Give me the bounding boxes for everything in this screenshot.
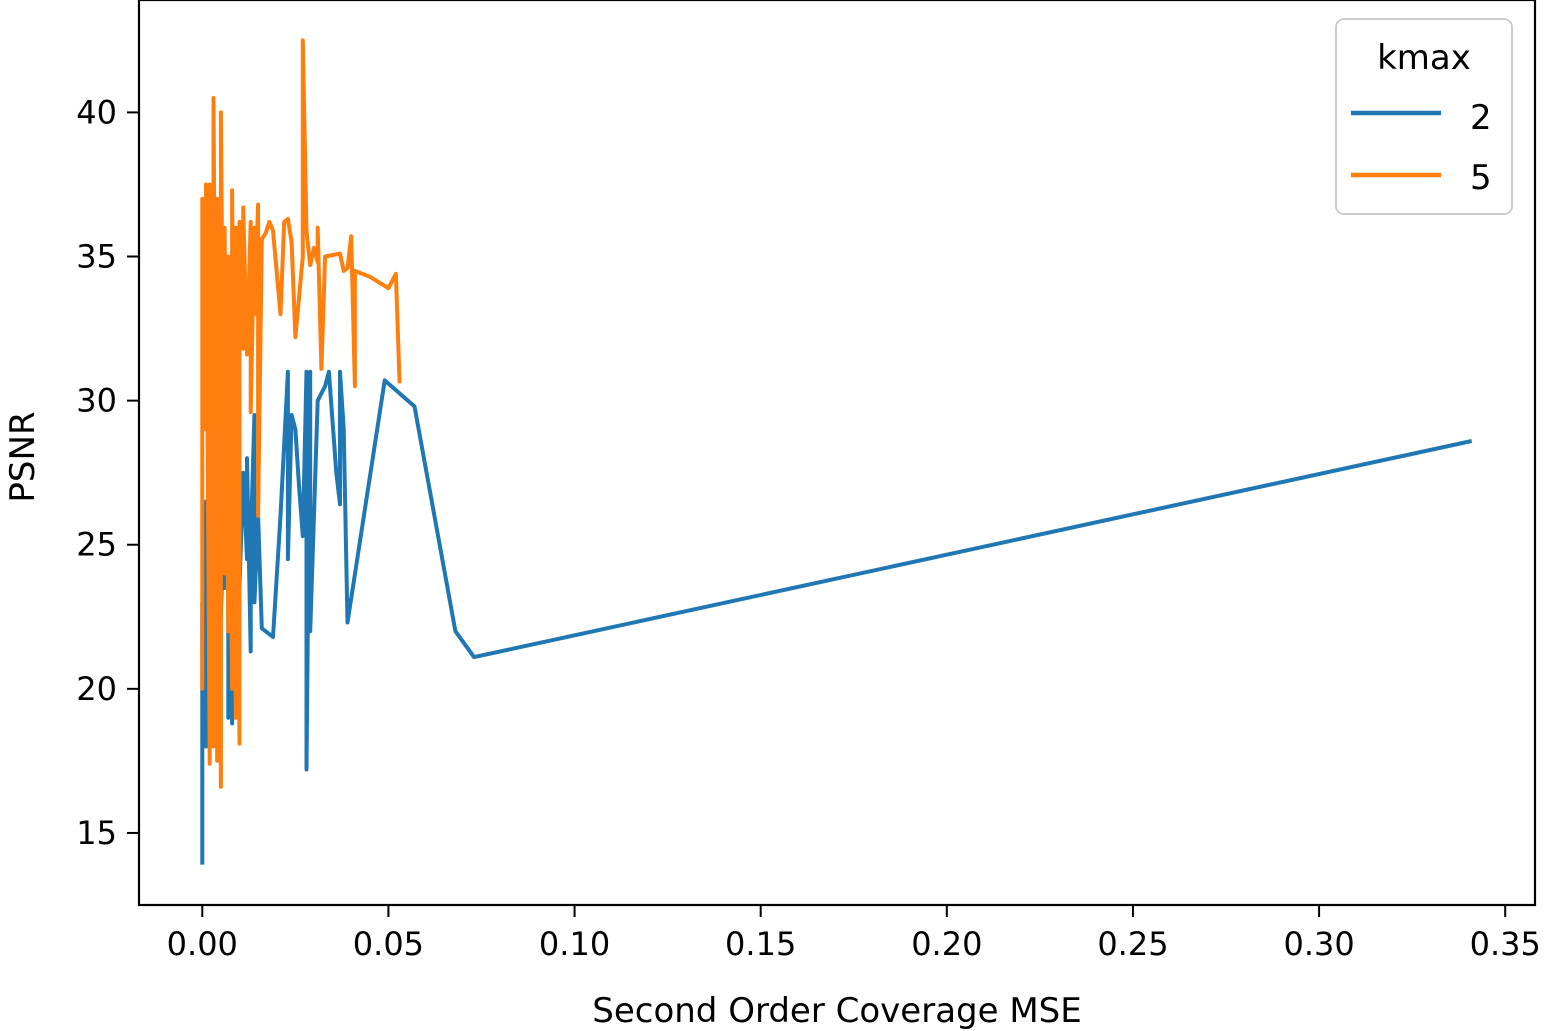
- x-tick-label: 0.30: [1283, 925, 1354, 963]
- legend-label-2: 2: [1470, 98, 1492, 138]
- legend-box: [1335, 18, 1513, 215]
- y-axis-ticks: 15 20 25 30 35 40: [76, 93, 139, 852]
- y-tick-label: 15: [76, 814, 117, 852]
- x-axis-title: Second Order Coverage MSE: [592, 991, 1081, 1031]
- x-tick-label: 0.20: [911, 925, 982, 963]
- series-line-kmax-5: [200, 38, 402, 789]
- series-layer: [200, 38, 1473, 865]
- legend-title: kmax: [1377, 38, 1471, 78]
- y-tick-label: 30: [76, 382, 117, 420]
- y-tick-label: 40: [76, 93, 117, 131]
- y-tick-label: 35: [76, 238, 117, 276]
- legend: kmax 2 5: [1335, 18, 1513, 215]
- legend-label-5: 5: [1470, 158, 1492, 198]
- x-tick-label: 0.25: [1097, 925, 1168, 963]
- x-tick-label: 0.05: [353, 925, 424, 963]
- x-axis-ticks: 0.00 0.05 0.10 0.15 0.20 0.25 0.30 0.35: [167, 905, 1541, 963]
- x-tick-label: 0.10: [539, 925, 610, 963]
- x-tick-label: 0.15: [725, 925, 796, 963]
- y-tick-label: 25: [76, 526, 117, 564]
- y-tick-label: 20: [76, 670, 117, 708]
- plot-frame: [137, 0, 1537, 907]
- x-tick-label: 0.00: [167, 925, 238, 963]
- x-tick-label: 0.35: [1470, 925, 1541, 963]
- y-axis-title: PSNR: [3, 411, 43, 502]
